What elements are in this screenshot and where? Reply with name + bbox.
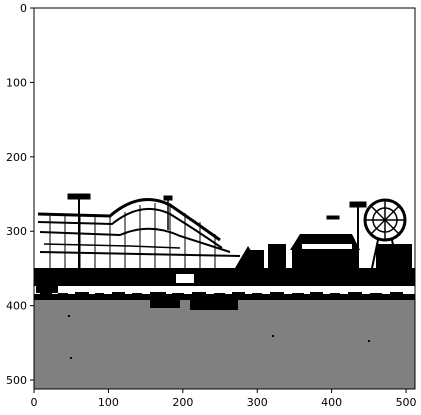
y-axis-ticks: 0 100 200 300 400 500 xyxy=(6,2,34,387)
white-vehicle xyxy=(176,274,194,283)
thresholded-image xyxy=(34,8,415,389)
ground-specks xyxy=(68,315,370,359)
white-lot-strip xyxy=(34,286,415,294)
white-awning xyxy=(302,244,352,249)
x-tick-label: 500 xyxy=(396,396,417,409)
y-tick-label: 200 xyxy=(6,151,27,164)
axes-frame xyxy=(33,7,416,390)
x-axis-ticks: 0 100 200 300 400 500 xyxy=(31,389,417,409)
y-tick-label: 400 xyxy=(6,300,27,313)
y-tick-label: 0 xyxy=(20,2,27,15)
y-tick-label: 300 xyxy=(6,225,27,238)
black-blobs-foreground xyxy=(36,286,238,310)
x-tick-label: 100 xyxy=(98,396,119,409)
x-tick-label: 200 xyxy=(172,396,193,409)
x-tick-label: 0 xyxy=(31,396,38,409)
x-tick-label: 300 xyxy=(247,396,268,409)
light-poles xyxy=(67,193,367,268)
ground-region xyxy=(34,300,415,389)
x-tick-label: 400 xyxy=(321,396,342,409)
y-tick-label: 100 xyxy=(6,76,27,89)
parked-cars xyxy=(40,292,403,298)
y-tick-label: 500 xyxy=(6,374,27,387)
ferris-wheel xyxy=(363,198,407,269)
